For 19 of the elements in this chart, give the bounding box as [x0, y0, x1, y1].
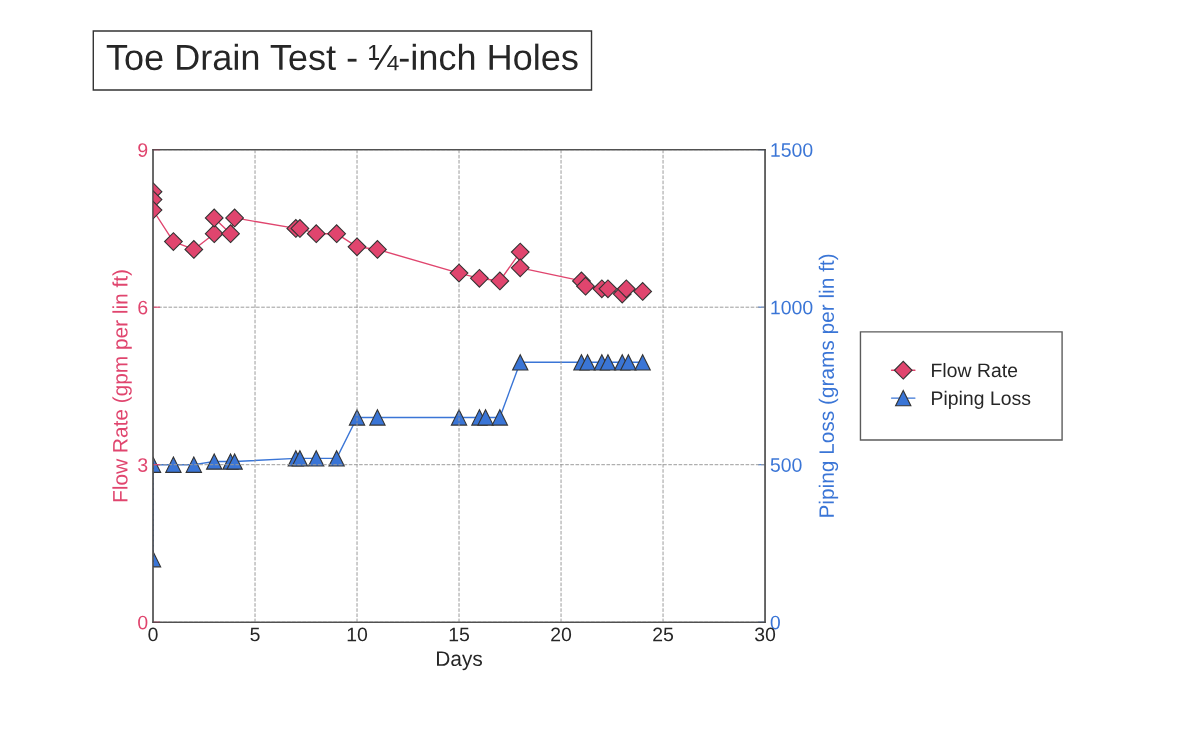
x-tick-label: 0 — [148, 627, 158, 642]
x-axis-title: Days — [437, 651, 483, 671]
x-tick-label: 5 — [250, 627, 260, 642]
y2-tick-label: 1000 — [771, 300, 813, 315]
y-tick-label: 9 — [138, 143, 148, 157]
chart-title: Toe Drain Test - ¼-inch Holes — [106, 43, 578, 71]
y-tick-label: 6 — [138, 300, 148, 315]
y2-tick-label: 500 — [770, 458, 802, 472]
y2-tick-label: 1500 — [771, 143, 813, 157]
x-tick-label: 15 — [449, 627, 470, 642]
y-tick-label: 3 — [138, 458, 148, 472]
x-tick-label: 25 — [653, 627, 674, 642]
y-tick-label: 0 — [138, 615, 148, 630]
y2-axis-title: Piping Loss (grams per lin ft) — [818, 254, 839, 517]
legend-label: Piping Loss — [932, 390, 1031, 409]
y-axis-title: Flow Rate (gpm per lin ft) — [112, 270, 132, 502]
x-tick-label: 10 — [347, 627, 368, 642]
x-tick-label: 20 — [551, 627, 572, 642]
legend-label: Flow Rate — [932, 362, 1018, 378]
